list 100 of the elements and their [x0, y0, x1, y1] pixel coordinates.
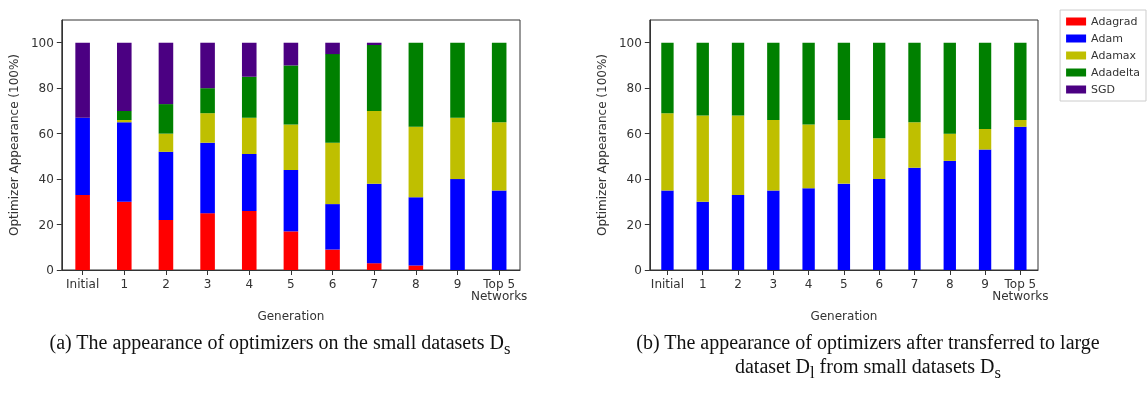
bar — [837, 183, 851, 270]
x-axis-title: Generation — [810, 309, 878, 323]
y-tick-label: 60 — [626, 126, 642, 141]
bar — [283, 170, 299, 232]
bar — [1014, 120, 1027, 127]
x-tick-label: 6 — [875, 277, 884, 291]
bar — [731, 42, 745, 116]
bar — [767, 42, 780, 120]
x-tick-label: 9 — [453, 277, 462, 291]
bar — [731, 115, 745, 195]
bar — [158, 151, 174, 220]
bar — [943, 160, 956, 270]
x-tick-label: 3 — [203, 277, 212, 291]
bar — [1014, 126, 1027, 270]
x-tick-label: 3 — [769, 277, 778, 291]
bar — [802, 124, 815, 189]
bar — [283, 42, 299, 66]
bar — [241, 210, 257, 270]
bar — [200, 88, 215, 114]
bar — [908, 122, 921, 168]
bar — [873, 179, 886, 270]
bar — [873, 138, 886, 180]
bar — [767, 190, 780, 270]
bar — [408, 126, 424, 198]
bar — [117, 201, 132, 270]
bar — [978, 42, 992, 130]
bar — [366, 110, 382, 184]
bar — [325, 42, 340, 55]
bar — [366, 45, 382, 111]
bar — [491, 42, 507, 123]
x-tick-label: 1 — [698, 277, 707, 291]
bar — [283, 124, 299, 170]
bar — [491, 122, 507, 191]
y-tick-label: 80 — [38, 81, 54, 96]
bar — [200, 113, 215, 143]
y-tick-label: 20 — [626, 217, 642, 232]
y-tick-label: 100 — [618, 35, 642, 50]
bar — [943, 42, 956, 134]
bar — [873, 42, 886, 139]
x-tick-label: 9 — [981, 277, 989, 291]
bar — [696, 201, 709, 270]
bar — [325, 249, 340, 270]
legend-label: Adamax — [1091, 49, 1137, 62]
text: (a) The appearance of optimizers on the small datasets D$_{s}$ — [48, 330, 512, 360]
y-tick-label: 60 — [38, 126, 54, 141]
bar — [450, 179, 465, 270]
legend-label: Adadelta — [1091, 66, 1141, 79]
x-tick-label: 2 — [162, 277, 170, 291]
x-tick-label: 5 — [840, 277, 848, 291]
bar — [325, 142, 340, 205]
text: (b) The appearance of optimizers after transferred to large dataset D$_{l}$ from small datasets D$_{s}$ — [635, 330, 1101, 384]
x-tick-label: Top 5 Networks — [992, 277, 1049, 303]
bar — [283, 65, 299, 125]
y-axis-title: Optimizer Appearance (100%) — [595, 53, 609, 237]
x-tick-label: 8 — [412, 277, 420, 291]
legend-label: Adagrad — [1091, 15, 1138, 28]
x-tick-label: Top 5 Networks — [470, 277, 528, 303]
bar — [908, 167, 921, 270]
bar — [450, 42, 465, 118]
bar — [731, 195, 745, 270]
y-tick-label: 40 — [626, 172, 642, 187]
bar — [117, 122, 132, 202]
bar — [450, 117, 465, 180]
bar — [661, 190, 674, 270]
bar — [1014, 42, 1027, 120]
legend-label: SGD — [1091, 83, 1116, 96]
x-tick-label: 6 — [328, 277, 337, 291]
bar — [75, 195, 90, 270]
y-tick-label: 0 — [634, 263, 642, 277]
x-tick-label: 4 — [804, 277, 813, 291]
bar — [837, 42, 851, 120]
bar — [802, 42, 815, 125]
bar — [366, 183, 382, 264]
bar — [325, 204, 340, 250]
x-tick-label: Initial — [650, 277, 685, 291]
bar — [978, 149, 992, 270]
bar — [408, 265, 424, 270]
bar — [117, 42, 132, 111]
bar — [366, 42, 382, 45]
y-tick-label: 0 — [46, 263, 54, 277]
bar — [696, 115, 709, 202]
bar — [241, 42, 257, 77]
bar — [241, 154, 257, 211]
y-tick-label: 20 — [38, 217, 54, 232]
bar — [241, 117, 257, 155]
bar — [491, 190, 507, 270]
x-tick-label: 4 — [245, 277, 254, 291]
bar — [158, 133, 174, 152]
bar — [943, 133, 956, 161]
bar — [908, 42, 921, 123]
x-tick-label: 7 — [910, 277, 919, 291]
bar — [200, 42, 215, 89]
bar — [325, 54, 340, 143]
x-tick-label: 7 — [370, 277, 379, 291]
bar — [366, 263, 382, 270]
x-tick-label: Initial — [66, 277, 100, 291]
x-tick-label: 2 — [734, 277, 742, 291]
bar — [802, 188, 815, 270]
x-tick-label: 1 — [120, 277, 129, 291]
bar — [75, 42, 90, 118]
